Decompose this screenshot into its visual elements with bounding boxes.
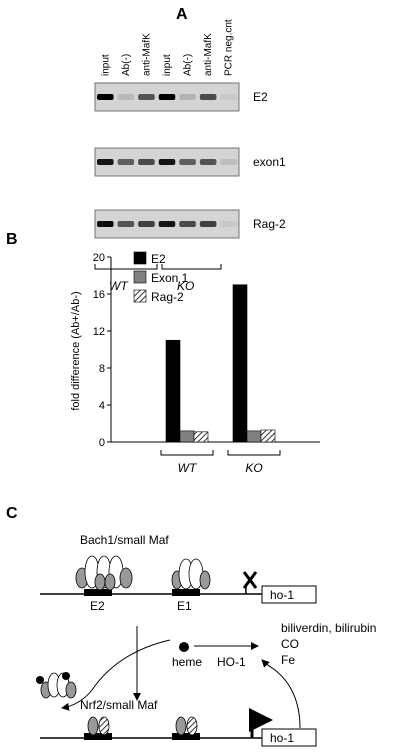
gel-band xyxy=(138,221,155,227)
gel-row-label: E2 xyxy=(253,90,268,104)
lane-label: input xyxy=(100,54,111,76)
bar xyxy=(232,284,248,443)
legend-swatch xyxy=(133,289,147,303)
gel-band xyxy=(158,94,176,100)
group-label-wt: WT xyxy=(109,279,129,293)
legend-swatch xyxy=(133,270,147,284)
product-co: CO xyxy=(281,637,299,651)
gel-band xyxy=(97,221,114,227)
gel-band xyxy=(138,94,155,100)
e1-site-lower xyxy=(172,733,200,740)
e1-label: E1 xyxy=(177,599,192,613)
gel-row-label: exon1 xyxy=(253,155,286,169)
y-tick-label: 16 xyxy=(93,289,105,301)
category-bracket xyxy=(160,450,214,456)
lane-label: Ab(-) xyxy=(183,54,194,76)
group-label-ko: KO xyxy=(177,279,194,293)
gel-band xyxy=(97,94,114,100)
y-tick-label: 12 xyxy=(93,326,105,338)
ho1-enzyme-label: HO-1 xyxy=(217,655,246,669)
x-category-label: WT xyxy=(178,461,198,475)
gel-band xyxy=(199,221,217,227)
ko-bracket xyxy=(161,264,222,270)
bach1-complex-e2 xyxy=(75,555,133,591)
lane-label: PCR neg.cnt xyxy=(224,19,235,76)
ho1-gene-box-lower xyxy=(261,728,317,747)
displacement-arrow xyxy=(61,639,171,711)
product-biliverdin: biliverdin, bilirubin xyxy=(281,621,376,635)
gel-band xyxy=(158,221,176,227)
gel-band xyxy=(158,159,176,165)
repression-x-icon xyxy=(242,571,258,595)
released-bach1-complex xyxy=(36,672,77,699)
e2-label: E2 xyxy=(90,599,105,613)
bar xyxy=(260,429,276,443)
gel-band xyxy=(117,221,135,227)
nrf2-complex-e1 xyxy=(175,716,198,736)
gel-band xyxy=(220,221,237,227)
nrf2-complex-e2 xyxy=(87,716,110,736)
ho1-gene-label-upper: ho-1 xyxy=(270,588,294,602)
gel-rows: E2 exon1 Rag-2 xyxy=(94,82,286,239)
lane-label: input xyxy=(162,54,173,76)
gene-to-ho1-arrow xyxy=(261,659,301,729)
y-tick-label: 0 xyxy=(99,437,105,449)
gel-band xyxy=(117,159,135,165)
product-fe: Fe xyxy=(281,653,295,667)
lane-label: Ab(-) xyxy=(121,54,132,76)
bach1-label: Bach1/small Maf xyxy=(80,533,169,547)
legend-label: E2 xyxy=(151,252,166,266)
wt-bracket xyxy=(94,264,158,270)
gel-band xyxy=(179,159,196,165)
e2-site-lower xyxy=(84,733,112,740)
e1-site xyxy=(172,589,200,596)
bar xyxy=(246,430,262,443)
heme-label: heme xyxy=(172,655,202,669)
legend-label: Exon 1 xyxy=(151,271,189,285)
e2-site xyxy=(84,589,112,596)
gel-row-label: Rag-2 xyxy=(253,217,286,231)
ho1-gene-label-lower: ho-1 xyxy=(270,731,294,745)
y-tick-label: 4 xyxy=(99,400,105,412)
y-tick-label: 20 xyxy=(93,252,105,264)
gel-band xyxy=(220,94,237,100)
gel-band xyxy=(179,94,196,100)
gel-band xyxy=(97,159,114,165)
nrf2-label: Nrf2/small Maf xyxy=(80,698,158,712)
legend-label: Rag-2 xyxy=(151,290,184,304)
heme-dot xyxy=(179,642,189,652)
bar xyxy=(179,430,195,443)
panel-c-letter: C xyxy=(6,505,18,522)
panel-b-letter: B xyxy=(6,231,18,248)
gel-band xyxy=(179,221,196,227)
x-category-label: KO xyxy=(245,461,262,475)
y-axis-label: fold difference (Ab+/Ab-) xyxy=(70,291,82,410)
gel-band xyxy=(199,94,217,100)
legend-swatch xyxy=(133,251,147,265)
gel-band xyxy=(220,159,237,165)
gel-band xyxy=(138,159,155,165)
y-tick-label: 8 xyxy=(99,363,105,375)
bach1-complex-e1 xyxy=(171,558,211,590)
category-bracket xyxy=(227,450,281,456)
lane-label: anti-MafK xyxy=(141,33,152,76)
bar xyxy=(165,339,181,443)
lane-label: anti-MafK xyxy=(203,33,214,76)
bar-chart: 0 4 8 12 16 20 WT KO E2 Exon 1 Rag-2 xyxy=(93,251,320,475)
panel-a-letter: A xyxy=(176,6,188,23)
gel-band xyxy=(199,159,217,165)
ho1-gene-box-upper xyxy=(261,585,317,604)
transcription-arrow xyxy=(249,708,273,738)
bar xyxy=(193,431,209,443)
lane-labels: input Ab(-) anti-MafK input Ab(-) anti-MafK PC… xyxy=(100,19,234,76)
gel-band xyxy=(117,94,135,100)
